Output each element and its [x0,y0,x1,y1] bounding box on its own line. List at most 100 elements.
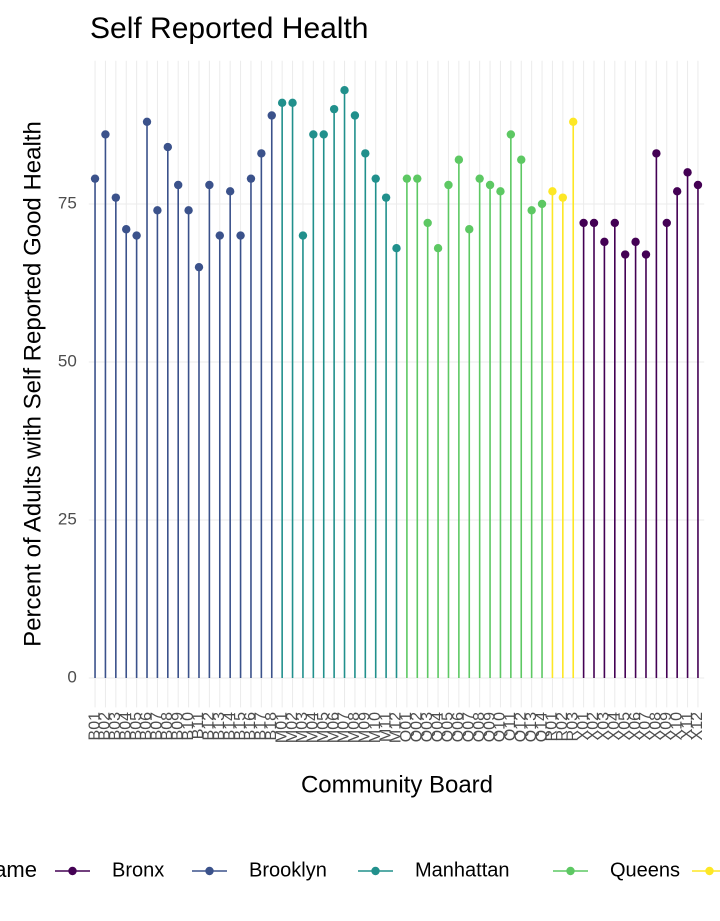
x-tick-label: M11 [377,712,394,742]
x-tick-label: B05 [128,712,145,741]
point [610,218,620,228]
point [236,231,245,240]
point [225,187,235,196]
point [631,237,640,247]
legend-key-point [371,866,380,876]
point [683,168,692,177]
point [652,149,661,158]
point [267,111,276,120]
x-tick-label: Q10 [492,712,509,742]
point [319,130,328,139]
point [392,244,401,253]
point [454,155,464,164]
point [662,218,671,228]
point [257,149,266,158]
point [122,225,131,234]
x-tick-label: B03 [107,712,124,741]
x-tick-label: B08 [159,712,176,741]
x-tick-label: X08 [648,712,665,741]
x-axis-title: Community Board [301,771,493,798]
x-tick-label: X06 [627,712,644,741]
x-tick-label: M04 [305,712,322,743]
x-tick-label: B10 [180,712,197,741]
x-tick-label: M05 [315,712,332,743]
point [329,104,339,114]
x-tick-label: M10 [367,712,384,743]
x-tick-label: X03 [596,712,613,741]
point [641,250,651,259]
point [309,130,318,139]
x-tick-label: B18 [263,712,280,741]
x-tick-label: B13 [211,712,228,741]
x-tick-label: B02 [97,712,114,741]
point [527,206,536,215]
x-tick-label: Q02 [409,712,426,742]
x-tick-label: Q01 [398,712,415,742]
x-tick-label: R03 [564,712,581,741]
x-tick-label: X11 [679,712,696,739]
point [506,130,516,139]
point [475,174,484,183]
x-tick-label: B01 [86,712,103,741]
x-tick-label: Q14 [533,712,550,742]
point [496,187,505,196]
point [558,193,568,202]
point [569,117,578,126]
marks [90,85,703,679]
x-tick-label: X02 [585,712,602,741]
x-tick-label: R01 [544,712,561,741]
y-tick-label: 25 [58,509,77,528]
x-tick-label: B14 [221,712,238,741]
x-tick-label: X10 [668,712,685,741]
x-tick-label: Q04 [429,712,446,742]
legend-label: Brooklyn [249,859,327,881]
x-tick-label: M12 [388,712,405,743]
x-tick-label: X01 [575,712,592,741]
legend-key-point [205,866,214,876]
x-tick-label: Q09 [481,712,498,742]
point [371,174,380,183]
point [381,193,391,202]
point [548,187,557,196]
point [173,180,183,190]
legend-key-point [68,866,77,876]
point [579,218,588,228]
point [298,231,308,240]
legend-title: name [0,857,37,882]
x-tick-label: M06 [325,712,342,743]
x-tick-label: B06 [138,712,155,741]
x-tick-label: M07 [336,712,353,743]
y-tick-label: 75 [58,193,77,212]
point [423,218,432,228]
point [288,98,297,108]
x-tick-label: Q03 [419,712,436,742]
y-axis-title: Percent of Adults with Self Reported Goo… [19,121,46,647]
legend-label: Queens [610,859,680,881]
y-tick-label: 0 [67,667,76,686]
point [277,98,287,108]
point [485,180,495,190]
point [194,262,204,272]
point [153,206,162,215]
point [433,244,443,253]
point [111,193,121,202]
x-tick-label: B11 [190,712,207,739]
point [672,187,682,196]
x-tick-label: X04 [606,712,623,741]
point [589,218,599,228]
point [340,85,349,95]
point [101,130,110,139]
x-tick-label: Q08 [471,712,488,742]
point [163,142,173,152]
x-tick-label: Q13 [523,712,540,742]
x-tick-label: Q06 [450,712,467,742]
x-tick-label: M08 [346,712,363,743]
x-tick-label: M01 [273,712,290,743]
x-tick-label: B12 [201,712,218,741]
x-tick-label: B09 [169,712,186,741]
x-tick-label: Q11 [502,712,519,741]
point [693,180,703,190]
x-tick-label: B07 [149,712,166,741]
point [142,117,152,126]
